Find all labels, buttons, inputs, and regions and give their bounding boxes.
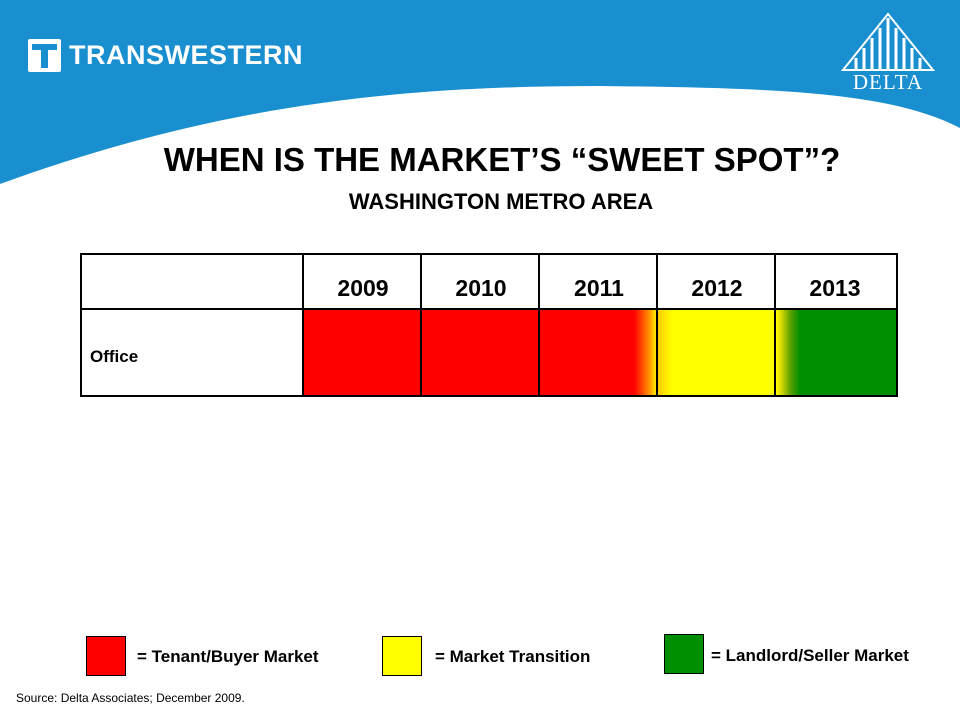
legend-label-landlord: = Landlord/Seller Market bbox=[711, 646, 909, 665]
delta-wordmark: DELTA bbox=[852, 70, 924, 94]
market-timeline-table: 2009 2010 2011 2012 2013 Office bbox=[80, 253, 898, 397]
year-header-2013: 2013 bbox=[809, 275, 861, 301]
cell-2011-tenant-to-transition bbox=[540, 310, 658, 396]
slide-title: WHEN IS THE MARKET’S “SWEET SPOT”? bbox=[163, 141, 841, 178]
cell-2010-tenant-market bbox=[422, 310, 540, 396]
cell-2013-transition-to-landlord bbox=[776, 310, 896, 396]
transwestern-t-icon bbox=[28, 38, 61, 72]
delta-triangle-icon bbox=[840, 12, 936, 71]
year-header-2010: 2010 bbox=[455, 275, 507, 301]
year-header-2009: 2009 bbox=[337, 275, 389, 301]
row-label-office: Office bbox=[90, 347, 139, 366]
source-note: Source: Delta Associates; December 2009. bbox=[16, 691, 245, 705]
delta-logo: DELTA bbox=[838, 12, 938, 94]
transwestern-wordmark: TRANSWESTERN bbox=[69, 39, 303, 70]
legend-swatch-transition bbox=[382, 636, 422, 676]
year-header-2011: 2011 bbox=[574, 275, 624, 301]
legend-swatch-landlord bbox=[664, 634, 704, 674]
slide-subtitle: WASHINGTON METRO AREA bbox=[348, 189, 654, 214]
legend-label-transition: = Market Transition bbox=[435, 647, 591, 666]
cell-2009-tenant-market bbox=[304, 310, 422, 396]
legend-swatch-tenant bbox=[86, 636, 126, 676]
header-band bbox=[0, 0, 960, 184]
legend-label-tenant: = Tenant/Buyer Market bbox=[137, 647, 319, 666]
transwestern-logo: TRANSWESTERN bbox=[28, 37, 303, 73]
year-header-2012: 2012 bbox=[691, 275, 743, 301]
cell-2012-market-transition bbox=[658, 310, 776, 396]
